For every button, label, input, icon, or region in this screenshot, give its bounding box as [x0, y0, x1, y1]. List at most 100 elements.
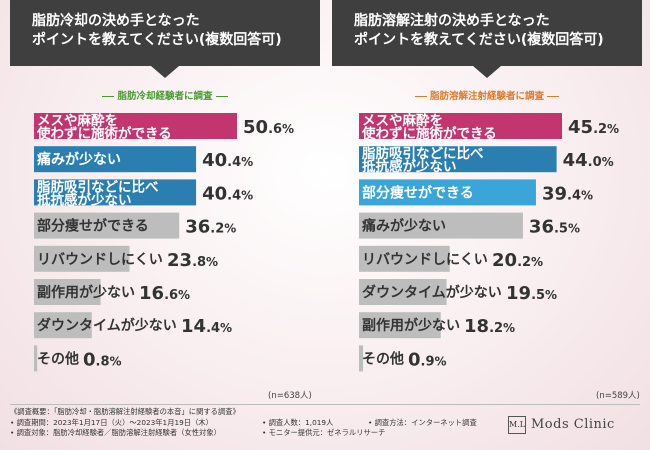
footer-col-3: • 調査方法：インターネット調査 — [368, 418, 477, 429]
value-label: 19.5% — [506, 283, 557, 304]
category-label: 部分痩せができる — [37, 218, 149, 235]
footer-col-1: 《調査概要：「脂肪冷却・脂肪溶解注射経験者の本音」に関する調査》 • 調査期間：… — [10, 407, 240, 439]
category-label: ダウンタイムが少ない — [37, 317, 177, 334]
value-part: 36 — [185, 217, 210, 238]
percent-sign: % — [178, 288, 190, 302]
bar — [359, 312, 441, 339]
bar — [34, 179, 197, 206]
percent-sign: % — [568, 222, 580, 236]
value-label: 16.6% — [139, 283, 190, 304]
footer-line: • 調査人数：1,019人 — [262, 417, 334, 427]
left-subtitle: 脂肪冷却経験者に調査 — [10, 88, 320, 102]
divider — [414, 96, 427, 97]
bar — [359, 345, 364, 372]
title-line: ポイントを教えてください(複数回答可) — [32, 32, 282, 48]
value-part: .2 — [210, 222, 224, 237]
bar — [34, 212, 180, 239]
category-label: メスや麻酔を — [362, 112, 443, 129]
percent-sign: % — [503, 321, 515, 335]
value-label: 50.6% — [243, 117, 294, 138]
value-part: .8 — [192, 255, 206, 270]
value-part: 39 — [542, 183, 567, 204]
category-label: メスや麻酔を — [37, 112, 118, 129]
value-part: 40 — [202, 183, 227, 204]
percent-sign: % — [241, 188, 253, 202]
value-part: .0 — [588, 155, 602, 170]
divider — [215, 96, 228, 97]
percent-sign: % — [206, 255, 218, 269]
value-part: .4 — [227, 188, 241, 203]
value-label: 20.2% — [492, 250, 543, 271]
bar — [34, 279, 101, 305]
bar — [359, 279, 447, 305]
category-label: 使わずに施術ができる — [36, 125, 172, 142]
bar — [359, 179, 536, 206]
bar — [359, 245, 450, 272]
bar — [34, 312, 92, 339]
right-subtitle: 脂肪溶解注射経験者に調査 — [332, 88, 642, 102]
bar — [359, 113, 562, 139]
bar — [359, 212, 523, 239]
category-label: 脂肪吸引などに比べ — [36, 178, 159, 195]
subtitle-text: 脂肪冷却経験者に調査 — [117, 91, 213, 102]
logo-text: Mods Clinic — [531, 417, 615, 432]
category-label: その他 — [362, 350, 404, 367]
percent-sign: % — [607, 122, 619, 136]
percent-sign: % — [602, 155, 614, 169]
value-part: .4 — [227, 155, 241, 170]
value-label: 0.8% — [83, 349, 122, 370]
divider — [547, 96, 559, 97]
percent-sign: % — [581, 188, 593, 202]
right-sample-size: (n=589人) — [596, 391, 640, 401]
value-label: 39.4% — [542, 183, 593, 204]
percent-sign: % — [435, 354, 447, 368]
value-label: 44.0% — [563, 150, 614, 171]
category-label: 痛みが少ない — [361, 218, 446, 235]
value-part: .4 — [567, 188, 581, 203]
category-label: 抵抗感が少ない — [362, 158, 457, 175]
value-part: 20 — [492, 250, 517, 271]
value-label: 40.4% — [202, 150, 253, 171]
bar — [359, 146, 557, 173]
value-part: .2 — [489, 321, 503, 336]
title-line: 脂肪冷却の決め手となった — [32, 13, 200, 29]
value-part: .5 — [531, 288, 545, 303]
percent-sign: % — [531, 255, 543, 269]
value-label: 18.2% — [464, 316, 515, 337]
value-part: 18 — [464, 316, 489, 337]
category-label: 部分痩せができる — [362, 184, 474, 201]
category-label: 副作用が少ない — [37, 284, 135, 301]
footer-line: • 調査対象：脂肪冷却経験者／脂肪溶解注射経験者（女性対象） — [10, 428, 221, 438]
footer-col-2: • 調査人数：1,019人 • モニター提供元：ゼネラルリサーチ — [262, 418, 385, 439]
value-part: 23 — [167, 250, 192, 271]
category-label: 使わずに施術ができる — [361, 125, 497, 142]
title-line: ポイントを教えてください(複数回答可) — [354, 32, 604, 48]
value-part: 0 — [83, 349, 96, 370]
category-label: 抵抗感が少ない — [37, 191, 132, 208]
value-part: .6 — [164, 288, 178, 303]
percent-sign: % — [282, 122, 294, 136]
value-part: 19 — [506, 283, 531, 304]
value-label: 23.8% — [167, 250, 218, 271]
bar — [34, 245, 130, 272]
percent-sign: % — [545, 288, 557, 302]
value-part: .2 — [517, 255, 531, 270]
left-sample-size: (n=638人) — [268, 391, 312, 401]
bar — [34, 146, 197, 173]
footer-line: • モニター提供元：ゼネラルリサーチ — [262, 428, 386, 438]
left-chart-title: 脂肪冷却の決め手となった ポイントを教えてください(複数回答可) — [10, 0, 320, 78]
title-line: 脂肪溶解注射の決め手となった — [354, 13, 550, 29]
category-label: ダウンタイムが少ない — [362, 284, 502, 301]
percent-sign: % — [241, 155, 253, 169]
value-label: 14.4% — [181, 316, 232, 337]
category-label: 副作用が少ない — [362, 317, 460, 334]
value-label: 40.4% — [202, 183, 253, 204]
value-part: .9 — [421, 354, 435, 369]
divider — [102, 96, 115, 97]
value-part: .4 — [206, 321, 220, 336]
footer-line: • 調査期間：2023年1月17日（火）〜2023年1月19日（木） — [10, 417, 213, 427]
right-chart-title: 脂肪溶解注射の決め手となった ポイントを教えてください(複数回答可) — [332, 0, 642, 78]
footer-divider — [10, 404, 640, 405]
value-part: .8 — [96, 354, 110, 369]
percent-sign: % — [110, 354, 122, 368]
